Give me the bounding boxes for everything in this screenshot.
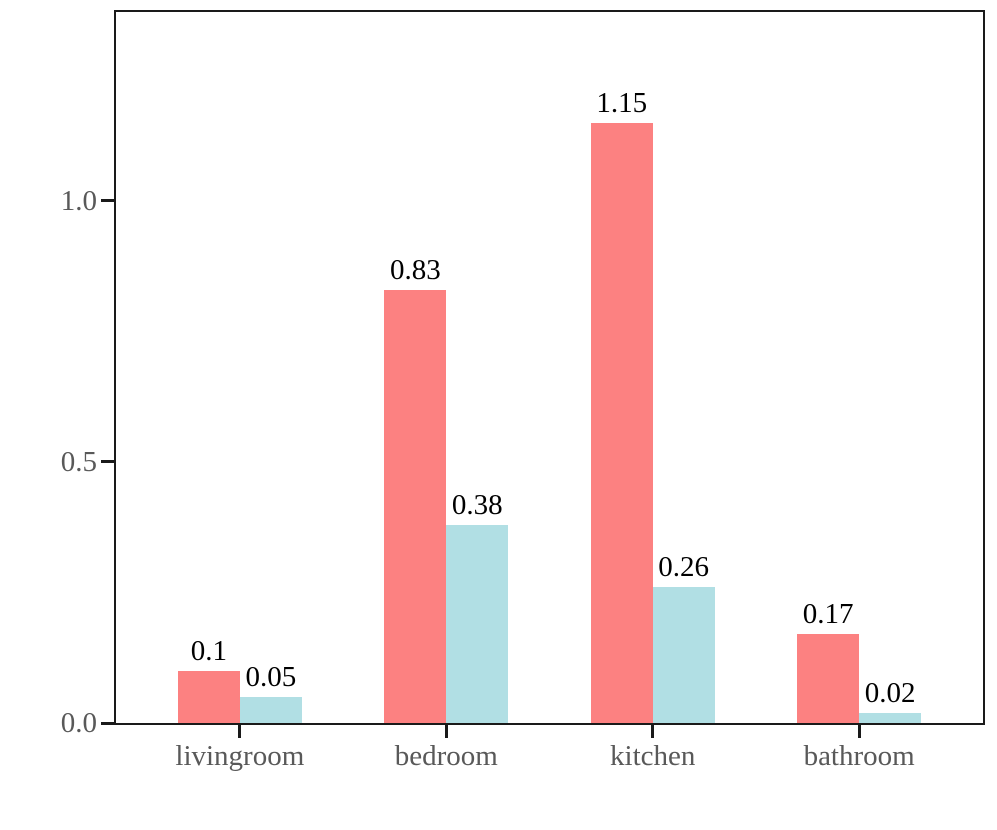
value-label-series_2-livingroom: 0.05 [245, 660, 297, 693]
plot-area [114, 10, 985, 725]
value-label-series_1-bathroom: 0.17 [802, 598, 854, 631]
bar-series_1-bedroom [384, 289, 447, 723]
bar-series_2-kitchen [652, 587, 715, 723]
x-axis-tick [857, 725, 861, 738]
bar-series_1-bathroom [797, 634, 860, 723]
value-label-series_2-kitchen: 0.26 [658, 551, 710, 584]
y-tick-label: 1.0 [60, 184, 97, 217]
x-axis-tick [651, 725, 655, 738]
value-label-series_1-livingroom: 0.1 [190, 634, 228, 667]
y-tick-label: 0.0 [60, 707, 97, 739]
bar-series_2-bedroom [446, 524, 509, 723]
value-label-series_1-kitchen: 1.15 [596, 86, 648, 119]
x-axis-tick [444, 725, 448, 738]
bar-series_2-livingroom [239, 696, 302, 723]
x-tick-label-livingroom: livingroom [175, 740, 305, 772]
x-tick-label-kitchen: kitchen [610, 740, 696, 772]
bar-series_1-kitchen [590, 122, 653, 723]
y-tick-label: 0.5 [60, 445, 97, 478]
x-tick-label-bedroom: bedroom [394, 740, 498, 772]
y-axis-tick [101, 460, 114, 464]
x-tick-label-bathroom: bathroom [803, 740, 915, 772]
value-label-series_1-bedroom: 0.83 [389, 253, 441, 286]
bar-series_2-bathroom [859, 712, 922, 723]
bar-series_1-livingroom [177, 670, 240, 723]
x-axis-tick [238, 725, 242, 738]
y-axis-tick [101, 199, 114, 203]
y-axis-tick [101, 721, 114, 725]
value-label-series_2-bathroom: 0.02 [864, 676, 916, 709]
value-label-series_2-bedroom: 0.38 [451, 488, 503, 521]
